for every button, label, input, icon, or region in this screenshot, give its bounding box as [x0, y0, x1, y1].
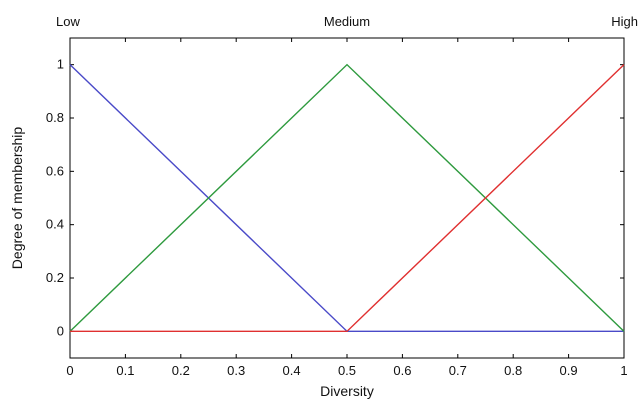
y-tick-label: 1: [57, 57, 64, 72]
y-tick-label: 0: [57, 323, 64, 338]
y-axis-ticks: 0 0.2 0.4 0.6 0.8 1: [46, 57, 624, 338]
series-lines: [69, 63, 625, 333]
x-tick-label: 0.2: [172, 363, 190, 378]
series-line-high: [70, 64, 625, 333]
x-tick-label: 0.8: [504, 363, 522, 378]
series-line-medium: [69, 63, 625, 332]
mf-label-high: High: [611, 14, 638, 29]
x-tick-label: 0.4: [283, 363, 301, 378]
y-tick-label: 0.4: [46, 217, 64, 232]
mf-label-low: Low: [56, 14, 80, 29]
x-tick-label: 0.7: [449, 363, 467, 378]
x-tick-label: 0.5: [338, 363, 356, 378]
x-tick-label: 0.6: [393, 363, 411, 378]
x-tick-label: 1: [620, 363, 627, 378]
x-tick-label: 0: [66, 363, 73, 378]
x-tick-label: 0.1: [116, 363, 134, 378]
y-axis-label: Degree of membership: [9, 127, 25, 270]
y-tick-label: 0.6: [46, 163, 64, 178]
x-axis-label: Diversity: [320, 383, 374, 399]
y-tick-label: 0.8: [46, 110, 64, 125]
x-tick-label: 0.9: [560, 363, 578, 378]
x-tick-label: 0.3: [227, 363, 245, 378]
y-tick-label: 0.2: [46, 270, 64, 285]
x-axis-ticks: 0 0.1 0.2 0.3 0.4 0.5 0.6 0.7 0.8 0.9 1: [66, 38, 628, 378]
membership-function-labels: Low Medium High: [56, 14, 638, 29]
mf-label-medium: Medium: [324, 14, 370, 29]
